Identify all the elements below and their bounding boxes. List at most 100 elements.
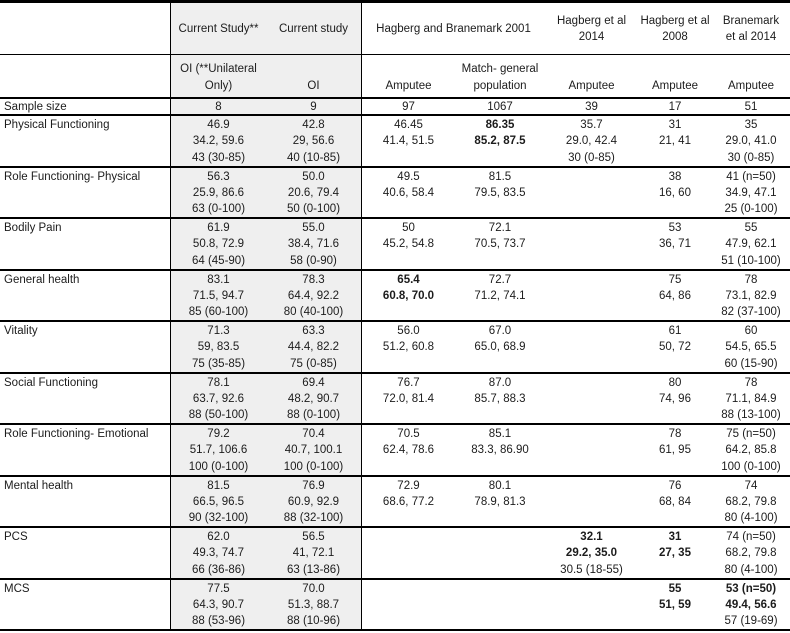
cell-value-line: 16, 60: [659, 186, 691, 199]
cell-value-line: 30.5 (18-55): [560, 563, 623, 576]
cell-value-line: 56.0: [397, 325, 420, 337]
table-cell: [362, 528, 455, 578]
table-cell: 70.4 40.7, 100.1 100 (0-100): [266, 425, 362, 475]
cell-value-line: 35.7: [580, 119, 603, 131]
cell-value-line: 88 (50-100): [188, 409, 249, 422]
header-branemark-2014: Branemark et al 2014: [712, 3, 790, 54]
group-amputee-2014: Amputee: [545, 55, 638, 97]
cell-value-line: 81.5: [488, 170, 512, 183]
table-row: Social Functioning 78.1 63.7, 92.6 88 (50-1…: [0, 373, 790, 425]
header-label-line: 2014: [578, 30, 605, 43]
cell-value-line: 64, 86: [659, 289, 691, 302]
cell-value-line: 25 (0-100): [724, 203, 778, 216]
table-cell: 72.1 70.5, 73.7: [455, 219, 545, 269]
cell-value-line: 47.9, 62.1: [725, 238, 777, 251]
table-cell: 53 36, 71: [638, 219, 712, 269]
table-row: General health 83.1 71.5, 94.7 85 (60-100) 7…: [0, 270, 790, 322]
cell-value-line: 30 (0-85): [568, 151, 615, 164]
row-label: Vitality: [4, 325, 38, 337]
cell-value-line: 55: [744, 222, 758, 234]
group-match-general-population: Match- general population: [455, 55, 545, 97]
cell-value-line: 64.4, 92.2: [287, 289, 340, 302]
cell-value-line: 74 (n=50): [726, 531, 776, 543]
header-hagberg-2014: Hagberg et al 2014: [545, 3, 638, 54]
cell-value-line: 72.7: [488, 273, 512, 286]
table-cell: 56.5 41, 72.1 63 (13-86): [266, 528, 362, 578]
cell-value-line: 76.7: [397, 376, 420, 389]
table-row: PCS 62.0 49.3, 74.7 66 (36-86) 56.5 41, 72.1 6…: [0, 528, 790, 580]
table-cell: 72.7 71.2, 74.1: [455, 271, 545, 321]
cell-value-line: 46.9: [207, 119, 230, 131]
cell-value-line: 32.1: [580, 531, 603, 543]
cell-value-line: 34.9, 47.1: [725, 186, 777, 199]
table-cell: 35.7 29.0, 42.4 30 (0-85): [545, 116, 638, 166]
cell-value-line: 53: [668, 222, 682, 234]
table-row: Mental health 81.5 66.5, 96.5 90 (32-100) 76…: [0, 476, 790, 528]
row-label: PCS: [4, 531, 28, 543]
row-label: General health: [4, 273, 80, 286]
header-row-studies: Current Study** Current study Hagberg an…: [0, 3, 790, 55]
header-label: Current Study**: [178, 22, 259, 35]
cell-value-line: 41.4, 51.5: [382, 135, 435, 148]
sample-size-value: 9: [266, 99, 362, 114]
cell-value-line: 88 (10-96): [286, 615, 341, 628]
cell-value-line: 64.2, 85.8: [725, 444, 777, 457]
cell-value-line: 75 (0-85): [290, 357, 337, 370]
table-cell: 55 51, 59: [638, 580, 712, 630]
cell-value-line: 20.6, 79.4: [287, 186, 340, 199]
cell-value-line: 72.0, 81.4: [382, 392, 435, 405]
cell-value-line: 71.1, 84.9: [725, 392, 777, 405]
cell-value-line: 29.0, 41.0: [725, 135, 777, 148]
header-current-study: Current study: [266, 3, 362, 54]
cell-value-line: 68, 84: [659, 495, 691, 508]
cell-value-line: 49.5: [397, 170, 420, 183]
cell-value-line: 51.3, 88.7: [287, 598, 340, 611]
sample-size-value: 39: [585, 101, 598, 113]
table-cell: [455, 528, 545, 578]
cell-value-line: 40.6, 58.4: [382, 186, 435, 199]
table-cell: 80.1 78.9, 81.3: [455, 477, 545, 527]
table-cell: 46.9 34.2, 59.6 43 (30-85): [170, 116, 266, 166]
group-oi: OI: [266, 55, 362, 97]
cell-value-line: 76.9: [302, 479, 325, 492]
cell-value-line: 61, 95: [659, 444, 691, 457]
table-cell: 77.5 64.3, 90.7 88 (53-96): [170, 579, 266, 629]
cell-value-line: 79.5, 83.5: [474, 186, 526, 199]
cell-value-line: 46.45: [394, 119, 423, 131]
header-label-line: et al 2014: [725, 30, 777, 43]
cell-value-line: 77.5: [207, 582, 230, 595]
table-cell: 78.3 64.4, 92.2 80 (40-100): [266, 270, 362, 320]
cell-value-line: 90 (32-100): [188, 512, 249, 525]
header-hagberg-branemark-2001: Hagberg and Branemark 2001: [362, 3, 545, 54]
cell-value-line: 65.4: [397, 273, 420, 286]
cell-value-line: 38.4, 71.6: [287, 238, 340, 251]
cell-value-line: 44.4, 82.2: [287, 341, 340, 354]
cell-value-line: 85.7, 88.3: [474, 392, 526, 405]
row-label: Role Functioning- Emotional: [4, 428, 149, 440]
table-body: Physical Functioning 46.9 34.2, 59.6 43 (30…: [0, 116, 790, 631]
table-cell: 70.0 51.3, 88.7 88 (10-96): [266, 579, 362, 629]
table-cell: [362, 580, 455, 630]
header-row-groups: OI (**Unilateral Only) OI Amputee Match-…: [0, 55, 790, 99]
table-cell: 83.1 71.5, 94.7 85 (60-100): [170, 270, 266, 320]
group-label: Amputee: [385, 79, 432, 92]
group-label: OI: [307, 79, 320, 92]
table-cell: 32.1 29.2, 35.0 30.5 (18-55): [545, 528, 638, 578]
cell-value-line: 100 (0-100): [283, 460, 344, 473]
cell-value-line: 62.0: [207, 531, 230, 543]
cell-value-line: 58 (0-90): [290, 254, 337, 267]
table-cell: 81.5 66.5, 96.5 90 (32-100): [170, 476, 266, 526]
cell-value-line: 100 (0-100): [721, 460, 781, 473]
group-label-line: population: [473, 79, 527, 92]
cell-value-line: 53 (n=50): [725, 582, 777, 595]
cell-value-line: 29.2, 35.0: [565, 547, 618, 560]
table-cell: 76.7 72.0, 81.4: [362, 374, 455, 424]
table-cell: 72.9 68.6, 77.2: [362, 477, 455, 527]
table-cell: 35 29.0, 41.0 30 (0-85): [712, 116, 790, 166]
table-cell: 60 54.5, 65.5 60 (15-90): [712, 322, 790, 372]
table-cell: [545, 425, 638, 475]
table-cell: 69.4 48.2, 90.7 88 (0-100): [266, 373, 362, 423]
cell-value-line: 55: [668, 582, 682, 595]
table-row: MCS 77.5 64.3, 90.7 88 (53-96) 70.0 51.3, 88.…: [0, 579, 790, 631]
table-cell: [545, 168, 638, 218]
